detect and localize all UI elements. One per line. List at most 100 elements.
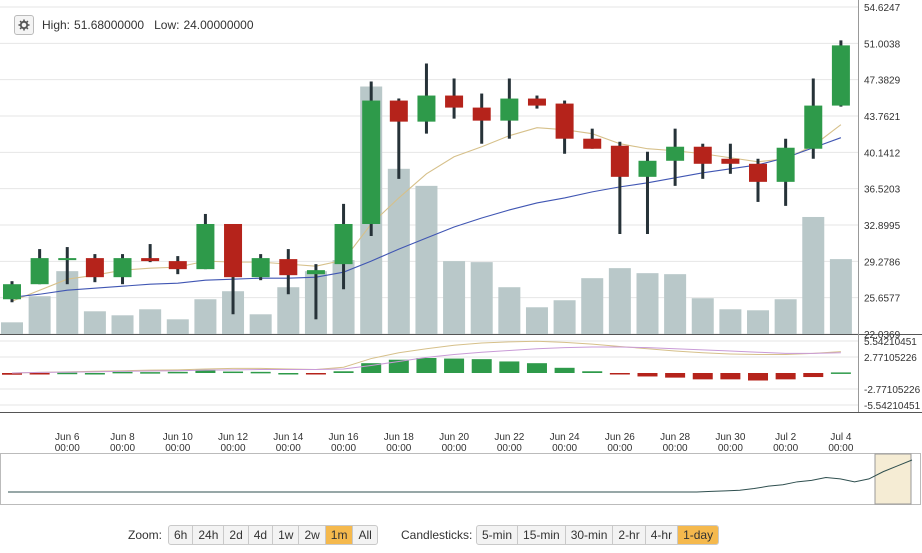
price-tick-label: 22.0369: [864, 330, 901, 341]
volume-bar: [387, 168, 410, 334]
volume-bar: [332, 260, 355, 334]
date-tick-label: Jun 30: [715, 432, 745, 443]
volume-bar: [443, 261, 466, 334]
time-tick-label: 00:00: [276, 443, 301, 454]
candle-body: [113, 258, 132, 278]
macd-histogram-bar: [223, 371, 244, 374]
candle: [362, 81, 381, 237]
low-label: Low:: [154, 18, 180, 32]
candle-body: [583, 138, 602, 149]
macd-histogram-bar: [692, 373, 713, 380]
navigator-frame: [0, 453, 921, 505]
volume-bar: [774, 299, 797, 334]
volume-bar: [608, 268, 631, 334]
volume-bar: [28, 296, 51, 334]
zoom-button-2w[interactable]: 2w: [299, 526, 326, 544]
time-tick-label: 00:00: [331, 443, 356, 454]
candle-body: [334, 223, 353, 265]
candle: [721, 143, 740, 174]
time-tick-label: 00:00: [221, 443, 246, 454]
volume-bar: [166, 319, 189, 334]
time-tick-label: 00:00: [165, 443, 190, 454]
macd-histogram-bar: [444, 358, 465, 373]
candle-button-30-min[interactable]: 30-min: [566, 526, 614, 544]
candle: [306, 264, 325, 320]
candle: [196, 213, 215, 270]
candle-button-2-hr[interactable]: 2-hr: [613, 526, 646, 544]
volume-bar: [249, 314, 272, 334]
macd-histogram-bar: [333, 371, 354, 373]
macd-histogram-bar: [554, 367, 575, 373]
indicator-tick-label: 5.54210451: [864, 337, 917, 348]
zoom-button-2d[interactable]: 2d: [224, 526, 249, 544]
date-tick-label: Jun 6: [55, 432, 80, 443]
candle-body: [417, 95, 436, 122]
low-value: 24.00000000: [183, 18, 254, 32]
candle: [113, 254, 132, 285]
price-tick-label: 32.8995: [864, 221, 901, 232]
time-tick-label: 00:00: [110, 443, 135, 454]
time-tick-label: 00:00: [386, 443, 411, 454]
zoom-button-24h[interactable]: 24h: [193, 526, 225, 544]
candle: [445, 78, 464, 119]
macd-histogram-bar: [57, 372, 78, 375]
candle-body: [500, 98, 519, 121]
date-tick-label: Jun 22: [494, 432, 524, 443]
macd-histogram-bar: [637, 373, 658, 377]
candle-button-4-hr[interactable]: 4-hr: [646, 526, 679, 544]
candle-body: [279, 259, 298, 276]
zoom-button-4d[interactable]: 4d: [249, 526, 274, 544]
date-tick-label: Jun 14: [273, 432, 303, 443]
candle-body: [196, 223, 215, 270]
candle-button-5-min[interactable]: 5-min: [477, 526, 519, 544]
navigator-selection: [874, 453, 912, 505]
candle: [334, 203, 353, 290]
macd-histogram-bar: [471, 359, 492, 373]
candle-body: [85, 258, 104, 278]
macd-histogram-bar: [361, 363, 382, 373]
price-tick-label: 25.6577: [864, 294, 901, 305]
macd-histogram-bar: [582, 371, 603, 373]
zoom-button-6h[interactable]: 6h: [169, 526, 194, 544]
volume-bar: [56, 271, 79, 334]
candle-button-1-day[interactable]: 1-day: [678, 526, 719, 544]
chart-background: [0, 0, 922, 513]
candle: [224, 223, 243, 315]
zoom-button-all[interactable]: All: [358, 528, 372, 542]
high-label: High:: [42, 18, 71, 32]
volume-bar: [691, 298, 714, 334]
volume-bar: [747, 310, 770, 334]
candle: [527, 95, 546, 109]
candle-button-15-min[interactable]: 15-min: [518, 526, 566, 544]
candle-body: [610, 145, 629, 177]
date-tick-label: Jul 4: [830, 432, 852, 443]
chart-controls: Zoom: 6h 24h 2d 4d 1w 2w 1m All Candlesticks: 5…: [0, 524, 922, 546]
zoom-label: Zoom:: [128, 528, 163, 542]
candle-body: [693, 146, 712, 164]
price-tick-label: 54.6247: [864, 3, 901, 14]
time-tick-label: 00:00: [718, 443, 743, 454]
high-low-bar: High: 51.68000000 Low: 24.00000000: [14, 15, 264, 35]
volume-bar: [415, 185, 438, 334]
macd-histogram-bar: [526, 363, 547, 373]
volume-bar: [470, 262, 493, 334]
volume-bar: [802, 216, 825, 334]
macd-histogram-bar: [499, 361, 520, 373]
date-tick-label: Jun 18: [384, 432, 414, 443]
indicator-tick-label: -2.77105226: [864, 385, 921, 396]
candle-body: [527, 98, 546, 106]
time-tick-label: 00:00: [607, 443, 632, 454]
candle: [749, 158, 768, 202]
zoom-button-1w[interactable]: 1w: [273, 526, 300, 544]
date-tick-label: Jun 28: [660, 432, 690, 443]
macd-histogram-bar: [250, 371, 271, 374]
macd-histogram-bar: [2, 373, 22, 375]
indicator-tick-label: -5.54210451: [864, 401, 921, 412]
settings-button[interactable]: [14, 15, 34, 35]
macd-histogram-bar: [609, 373, 630, 375]
macd-histogram-bar: [830, 372, 851, 374]
navigator-series: [8, 459, 913, 493]
zoom-button-1m[interactable]: 1m: [325, 526, 354, 544]
